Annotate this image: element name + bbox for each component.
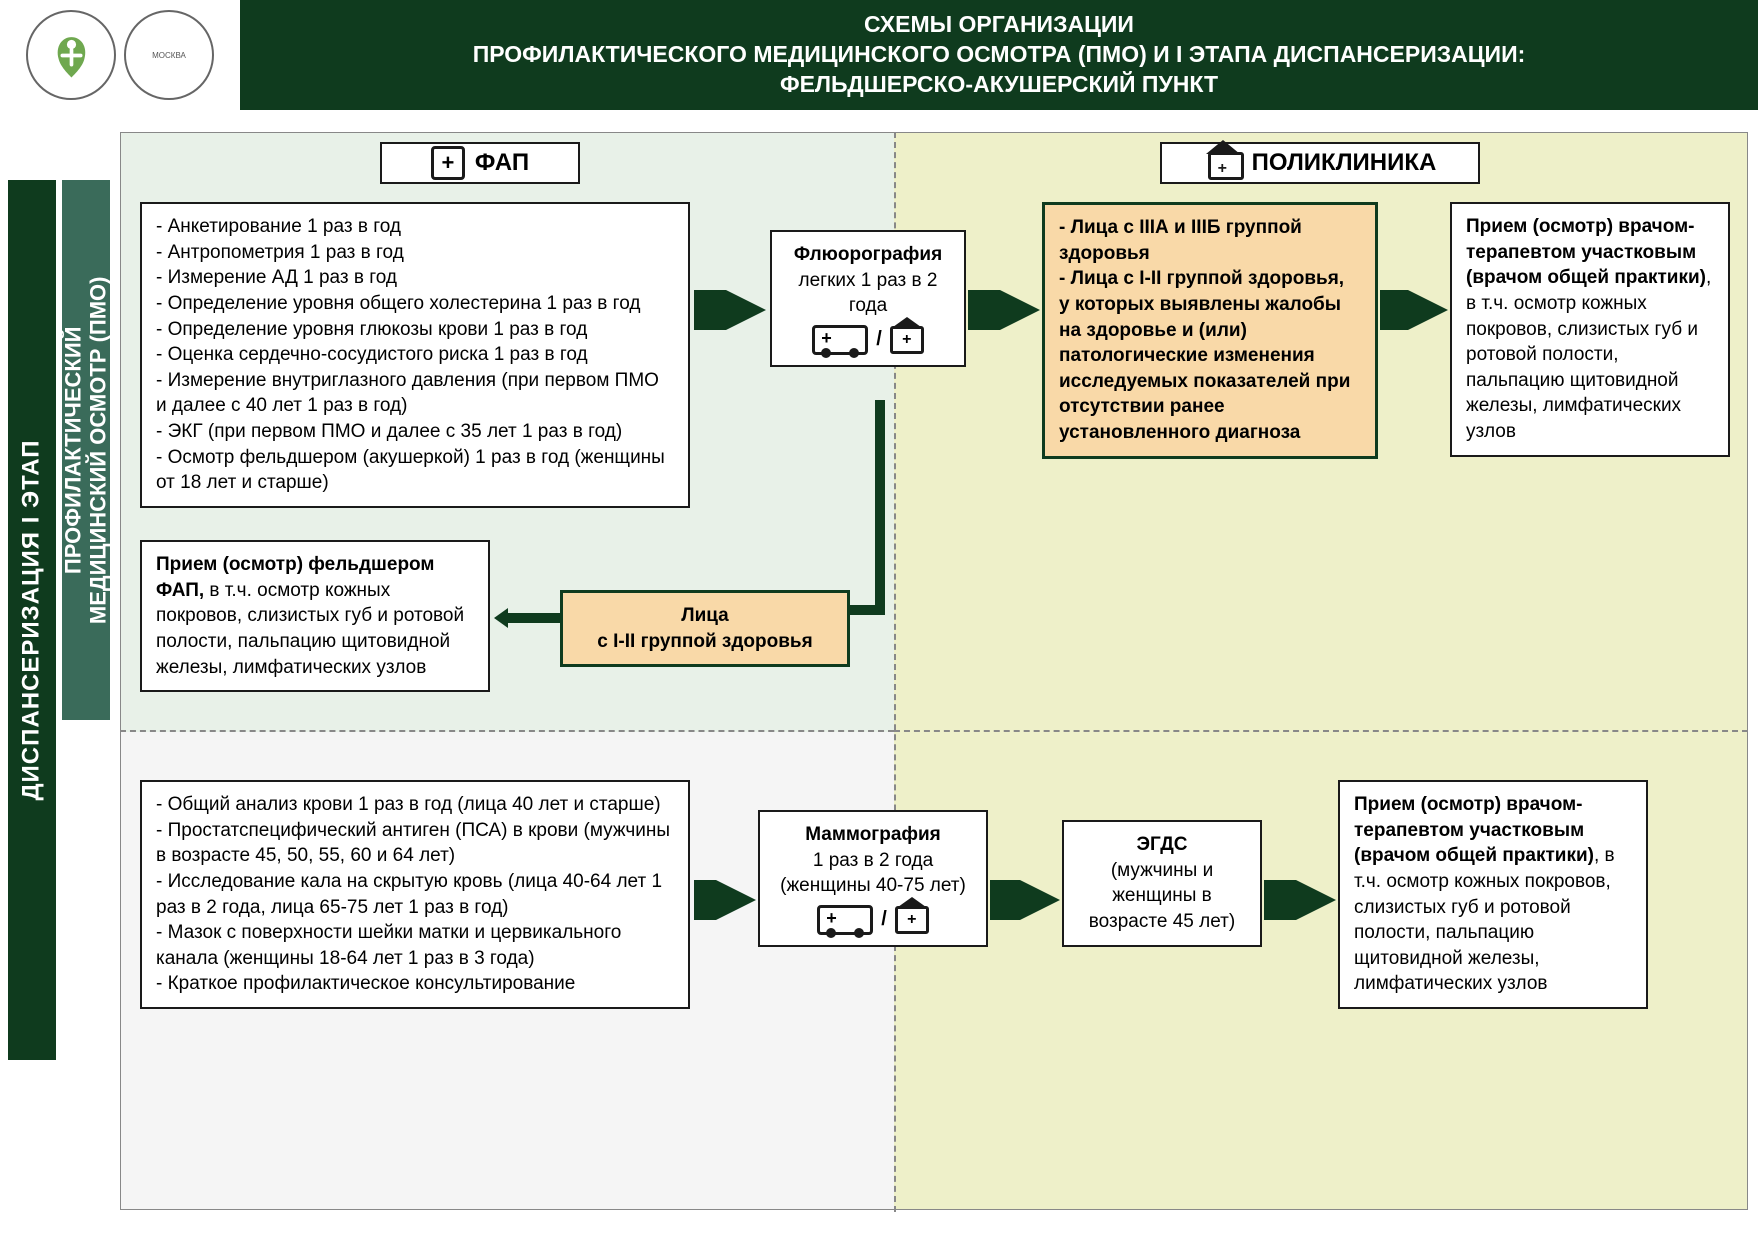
list-item: - ЭКГ (при первом ПМО и далее с 35 лет 1… bbox=[156, 419, 674, 445]
header: МОСКВА СХЕМЫ ОРГАНИЗАЦИИ ПРОФИЛАКТИЧЕСКО… bbox=[0, 0, 1758, 110]
ambulance-icon bbox=[812, 325, 868, 355]
rail-dispanserization: ДИСПАНСЕРИЗАЦИЯ I ЭТАП bbox=[8, 180, 56, 1060]
list-item: - Мазок с поверхности шейки матки и церв… bbox=[156, 920, 674, 971]
rail-inner-label: ПРОФИЛАКТИЧЕСКИЙ МЕДИЦИНСКИЙ ОСМОТР (ПМО… bbox=[61, 276, 112, 624]
col-head-polyclinic-label: ПОЛИКЛИНИКА bbox=[1252, 149, 1437, 177]
list-item: - Антропометрия 1 раз в год bbox=[156, 240, 674, 266]
plus-icon: + bbox=[431, 146, 465, 180]
list-item: - Измерение АД 1 раз в год bbox=[156, 265, 674, 291]
logo-nmiz-icon bbox=[26, 10, 116, 100]
list-item: - Анкетирование 1 раз в год bbox=[156, 214, 674, 240]
box-feldsher-exam: Прием (осмотр) фельдшером ФАП, в т.ч. ос… bbox=[140, 540, 490, 692]
home-icon: + bbox=[1204, 146, 1242, 180]
list-item: - Измерение внутриглазного давления (при… bbox=[156, 368, 674, 419]
box-egds: ЭГДС (мужчины и женщины в возрасте 45 ле… bbox=[1062, 820, 1262, 947]
box-mammo-t1: 1 раз в 2 года bbox=[813, 850, 933, 871]
box-therapist-1: Прием (осмотр) врачом-терапевтом участко… bbox=[1450, 202, 1730, 457]
list-item: - Оценка сердечно-сосудистого риска 1 ра… bbox=[156, 342, 674, 368]
box-groups-3-l3: у которых выявлены жалобы на здоровье и … bbox=[1059, 292, 1361, 446]
list-item: - Осмотр фельдшером (акушеркой) 1 раз в … bbox=[156, 445, 674, 496]
arrow-a-b bbox=[694, 290, 770, 330]
box-groups-1-2-l1: Лица bbox=[577, 603, 833, 629]
diagram-area: ДИСПАНСЕРИЗАЦИЯ I ЭТАП ПРОФИЛАКТИЧЕСКИЙ … bbox=[0, 120, 1758, 1235]
box-fluorography-text: легких 1 раз в 2 года bbox=[799, 270, 938, 317]
box-screenings: - Анкетирование 1 раз в год - Антропомет… bbox=[140, 202, 690, 508]
clinic-icon: + bbox=[895, 906, 929, 934]
arrow-e-f bbox=[1380, 290, 1452, 330]
rail-pmo: ПРОФИЛАКТИЧЕСКИЙ МЕДИЦИНСКИЙ ОСМОТР (ПМО… bbox=[62, 180, 110, 720]
transport-icons: / + bbox=[786, 325, 950, 355]
box-therapist-2-b: Прием (осмотр) врачом-терапевтом участко… bbox=[1354, 794, 1594, 866]
transport-icons: / + bbox=[774, 905, 972, 935]
list-item: - Исследование кала на скрытую кровь (ли… bbox=[156, 869, 674, 920]
box-mammo-t2: (женщины 40-75 лет) bbox=[780, 875, 966, 896]
box-therapist-2: Прием (осмотр) врачом-терапевтом участко… bbox=[1338, 780, 1648, 1009]
header-line1: СХЕМЫ ОРГАНИЗАЦИИ bbox=[864, 10, 1134, 40]
box-egds-t: (мужчины и женщины в возрасте 45 лет) bbox=[1089, 860, 1235, 932]
arrow-g-h bbox=[694, 880, 760, 920]
list-item: - Краткое профилактическое консультирова… bbox=[156, 971, 674, 997]
col-head-fap-label: ФАП bbox=[475, 149, 529, 177]
clinic-icon: + bbox=[890, 326, 924, 354]
list-item: - Простатспецифический антиген (ПСА) в к… bbox=[156, 818, 674, 869]
box-groups-3-l2: - Лица с I-II группой здоровья, bbox=[1059, 266, 1361, 292]
arrow-b-e bbox=[968, 290, 1044, 330]
box-therapist-1-b: Прием (осмотр) врачом-терапевтом участко… bbox=[1466, 216, 1706, 288]
header-title: СХЕМЫ ОРГАНИЗАЦИИ ПРОФИЛАКТИЧЕСКОГО МЕДИ… bbox=[240, 0, 1758, 110]
box-groups-3: - Лица с IIIА и IIIБ группой здоровья - … bbox=[1042, 202, 1378, 459]
list-item: - Определение уровня глюкозы крови 1 раз… bbox=[156, 317, 674, 343]
list-item: - Общий анализ крови 1 раз в год (лица 4… bbox=[156, 792, 674, 818]
arrow-b-d bbox=[850, 400, 910, 630]
box-groups-1-2-l2: с I-II группой здоровья bbox=[577, 629, 833, 655]
arrow-d-c bbox=[494, 598, 560, 638]
list-item: - Определение уровня общего холестерина … bbox=[156, 291, 674, 317]
box-mammo-b: Маммография bbox=[805, 824, 941, 845]
header-line2: ПРОФИЛАКТИЧЕСКОГО МЕДИЦИНСКОГО ОСМОТРА (… bbox=[473, 40, 1526, 70]
box-therapist-2-t: , в т.ч. осмотр кожных покровов, слизист… bbox=[1354, 845, 1615, 994]
arrow-h-i bbox=[990, 880, 1064, 920]
logo-area: МОСКВА bbox=[0, 0, 240, 110]
col-head-fap: + ФАП bbox=[380, 142, 580, 184]
rail-inner-l1: ПРОФИЛАКТИЧЕСКИЙ bbox=[61, 276, 86, 624]
rail-outer-label: ДИСПАНСЕРИЗАЦИЯ I ЭТАП bbox=[18, 439, 46, 800]
col-head-polyclinic: + ПОЛИКЛИНИКА bbox=[1160, 142, 1480, 184]
arrow-i-j bbox=[1264, 880, 1340, 920]
box-fluorography-title: Флюорография bbox=[794, 244, 942, 265]
box-mammography: Маммография 1 раз в 2 года (женщины 40-7… bbox=[758, 810, 988, 947]
ambulance-icon bbox=[817, 905, 873, 935]
box-therapist-1-t: , в т.ч. осмотр кожных покровов, слизист… bbox=[1466, 267, 1711, 442]
box-fluorography: Флюорография легких 1 раз в 2 года / + bbox=[770, 230, 966, 367]
rail-inner-l2: МЕДИЦИНСКИЙ ОСМОТР (ПМО) bbox=[86, 276, 111, 624]
box-egds-b: ЭГДС bbox=[1136, 834, 1187, 855]
box-groups-1-2: Лица с I-II группой здоровья bbox=[560, 590, 850, 667]
header-line3: ФЕЛЬДШЕРСКО-АКУШЕРСКИЙ ПУНКТ bbox=[780, 70, 1218, 100]
logo-botkin-icon: МОСКВА bbox=[124, 10, 214, 100]
box-groups-3-l1: - Лица с IIIА и IIIБ группой здоровья bbox=[1059, 215, 1361, 266]
box-tests: - Общий анализ крови 1 раз в год (лица 4… bbox=[140, 780, 690, 1009]
